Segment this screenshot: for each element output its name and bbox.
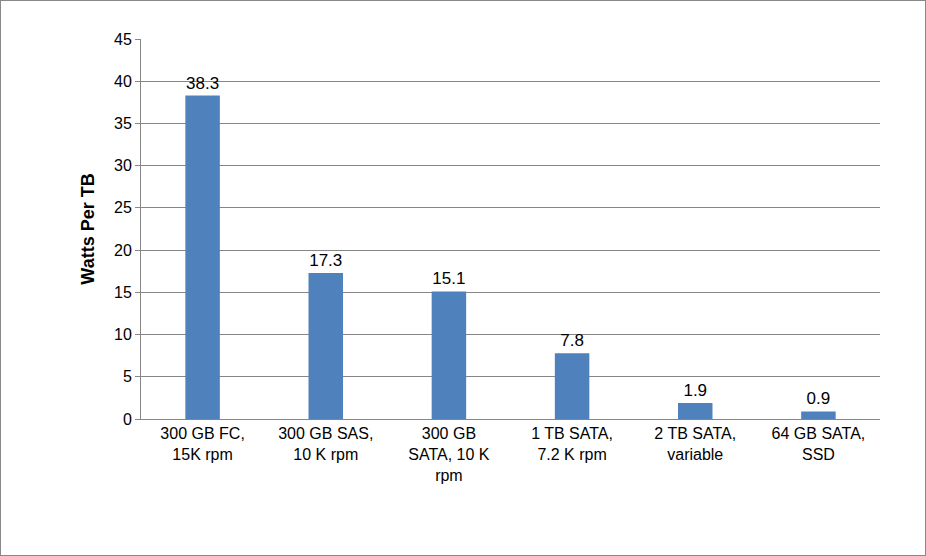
svg-text:1 TB SATA,7.2 K rpm: 1 TB SATA,7.2 K rpm — [531, 425, 613, 463]
svg-text:7.8: 7.8 — [560, 331, 584, 350]
svg-text:30: 30 — [114, 157, 132, 174]
svg-text:300 GB FC,15K rpm: 300 GB FC,15K rpm — [160, 425, 244, 463]
svg-text:300 GB SAS,10 K rpm: 300 GB SAS,10 K rpm — [278, 425, 373, 463]
svg-text:15: 15 — [114, 284, 132, 301]
svg-text:0: 0 — [123, 411, 132, 428]
svg-text:17.3: 17.3 — [309, 251, 342, 270]
svg-text:20: 20 — [114, 242, 132, 259]
svg-text:64 GB SATA,SSD: 64 GB SATA,SSD — [772, 425, 866, 463]
svg-text:2 TB SATA,variable: 2 TB SATA,variable — [654, 425, 736, 463]
svg-text:300 GBSATA, 10 Krpm: 300 GBSATA, 10 Krpm — [408, 425, 490, 484]
svg-text:Watts Per TB: Watts Per TB — [78, 173, 98, 284]
svg-text:10: 10 — [114, 326, 132, 343]
svg-text:0.9: 0.9 — [807, 389, 831, 408]
svg-text:5: 5 — [123, 368, 132, 385]
svg-text:35: 35 — [114, 115, 132, 132]
svg-text:45: 45 — [114, 31, 132, 48]
svg-text:15.1: 15.1 — [432, 269, 465, 288]
svg-text:25: 25 — [114, 199, 132, 216]
svg-text:40: 40 — [114, 73, 132, 90]
svg-text:1.9: 1.9 — [683, 381, 707, 400]
svg-text:38.3: 38.3 — [186, 74, 219, 93]
